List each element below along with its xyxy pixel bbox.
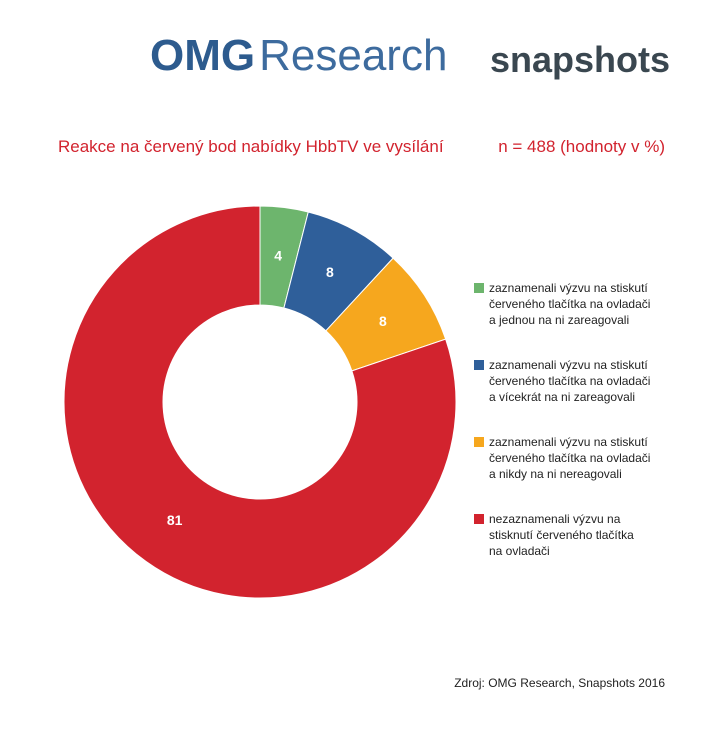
value-label: 81 (167, 512, 183, 528)
legend-item: zaznamenali výzvu na stiskutí červeného … (474, 357, 650, 405)
legend-item: zaznamenali výzvu na stiskutí červeného … (474, 280, 650, 328)
legend-swatch (474, 514, 484, 524)
legend-label: nezaznamenali výzvu na stisknutí červené… (489, 512, 634, 558)
donut-slice (63, 205, 457, 599)
legend-swatch (474, 283, 484, 293)
value-label: 8 (326, 264, 334, 280)
source: Zdroj: OMG Research, Snapshots 2016 (454, 676, 665, 690)
legend-label: zaznamenali výzvu na stiskutí červeného … (489, 435, 651, 481)
logo-main: OMG (150, 31, 255, 80)
legend-swatch (474, 360, 484, 370)
logo-sub: Research (259, 31, 447, 80)
legend-swatch (474, 437, 484, 447)
value-label: 4 (274, 247, 282, 263)
legend-item: nezaznamenali výzvu na stisknutí červené… (474, 511, 634, 559)
chart-title: Reakce na červený bod nabídky HbbTV ve v… (58, 137, 444, 156)
value-label: 8 (379, 313, 387, 329)
legend-label: zaznamenali výzvu na stiskutí červeného … (489, 281, 651, 327)
tagline: snapshots (490, 39, 670, 80)
legend-item: zaznamenali výzvu na stiskutí červeného … (474, 434, 650, 482)
legend-label: zaznamenali výzvu na stiskutí červeného … (489, 358, 651, 404)
chart-subtitle: n = 488 (hodnoty v %) (498, 137, 665, 156)
logo: OMGResearch (150, 31, 447, 80)
